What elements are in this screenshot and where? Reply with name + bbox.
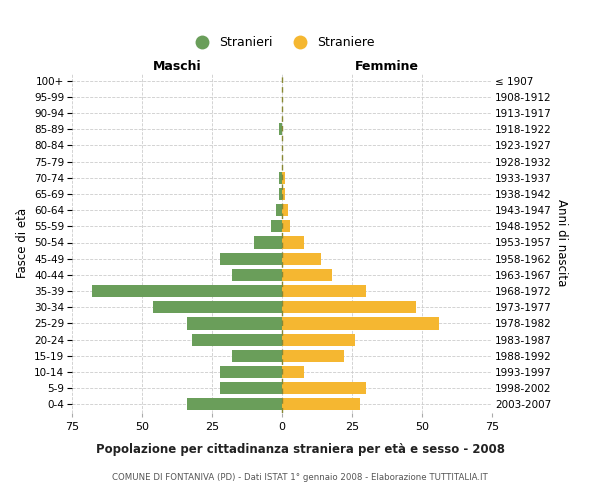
Bar bbox=[279, 123, 282, 135]
Bar bbox=[232, 269, 282, 281]
Text: COMUNE DI FONTANIVA (PD) - Dati ISTAT 1° gennaio 2008 - Elaborazione TUTTITALIA.: COMUNE DI FONTANIVA (PD) - Dati ISTAT 1°… bbox=[112, 472, 488, 482]
Bar bbox=[282, 398, 361, 410]
Y-axis label: Anni di nascita: Anni di nascita bbox=[555, 199, 568, 286]
Bar bbox=[220, 382, 282, 394]
Bar bbox=[282, 220, 290, 232]
Bar bbox=[282, 334, 355, 345]
Bar bbox=[254, 236, 282, 248]
Bar bbox=[92, 285, 282, 297]
Bar bbox=[282, 366, 304, 378]
Bar bbox=[282, 382, 366, 394]
Bar bbox=[282, 318, 439, 330]
Bar bbox=[187, 318, 282, 330]
Bar bbox=[282, 172, 285, 184]
Bar bbox=[220, 366, 282, 378]
Bar bbox=[282, 269, 332, 281]
Bar bbox=[282, 301, 416, 314]
Bar bbox=[153, 301, 282, 314]
Bar bbox=[282, 252, 321, 265]
Bar bbox=[282, 350, 344, 362]
Text: Popolazione per cittadinanza straniera per età e sesso - 2008: Popolazione per cittadinanza straniera p… bbox=[95, 442, 505, 456]
Y-axis label: Fasce di età: Fasce di età bbox=[16, 208, 29, 278]
Bar bbox=[232, 350, 282, 362]
Text: Femmine: Femmine bbox=[355, 60, 419, 72]
Legend: Stranieri, Straniere: Stranieri, Straniere bbox=[184, 31, 380, 54]
Bar bbox=[282, 188, 285, 200]
Bar bbox=[193, 334, 282, 345]
Bar bbox=[282, 236, 304, 248]
Bar bbox=[271, 220, 282, 232]
Bar bbox=[279, 188, 282, 200]
Bar bbox=[279, 172, 282, 184]
Bar bbox=[282, 204, 287, 216]
Bar bbox=[277, 204, 282, 216]
Bar bbox=[220, 252, 282, 265]
Bar bbox=[282, 285, 366, 297]
Text: Maschi: Maschi bbox=[152, 60, 202, 72]
Bar bbox=[187, 398, 282, 410]
